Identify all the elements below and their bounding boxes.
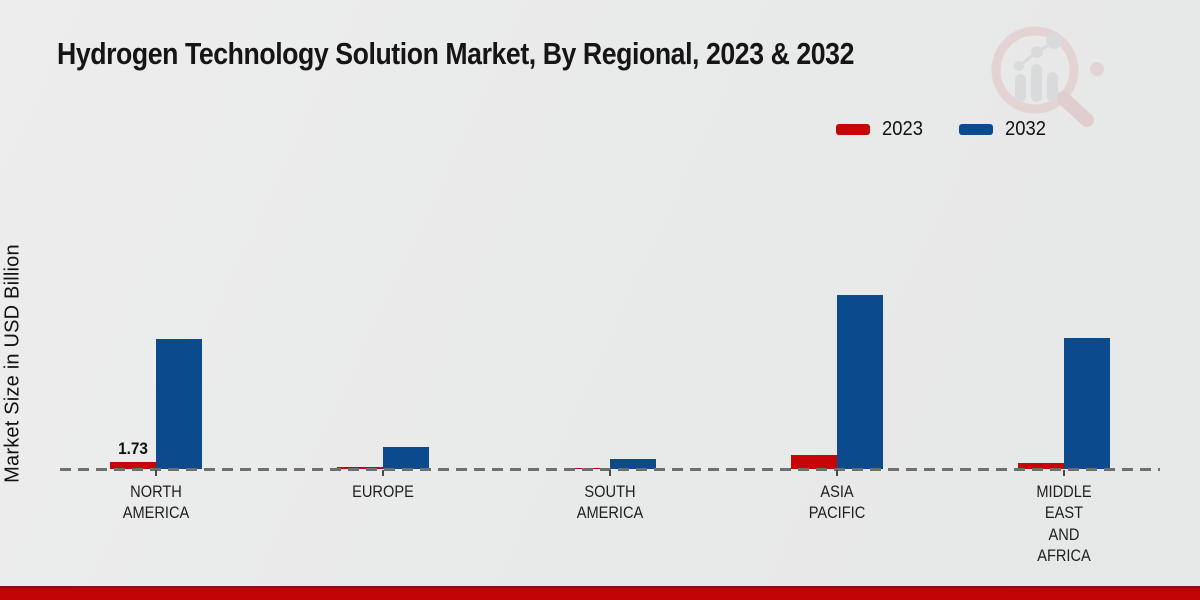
legend-item-2023: 2023	[836, 118, 927, 141]
axis-tick	[382, 470, 385, 476]
bar-2023-middle-east-and-africa	[1018, 463, 1065, 469]
bar-2023-north-america	[110, 462, 156, 469]
legend-swatch-2023	[836, 124, 870, 135]
bar-value-label: 1.73	[118, 439, 148, 458]
bar-2032-north-america	[156, 339, 202, 469]
category-label-middle-east-and-africa: MIDDLE EAST AND AFRICA	[1036, 482, 1093, 565]
legend-swatch-2032	[958, 124, 993, 135]
legend-item-2032: 2032	[958, 118, 1050, 141]
axis-tick	[836, 470, 839, 476]
axis-tick	[609, 470, 612, 476]
bar-2023-asia-pacific	[791, 455, 838, 469]
footer-stripe	[0, 586, 1200, 600]
category-label-north-america: NORTH AMERICA	[122, 482, 190, 523]
bar-2032-middle-east-and-africa	[1064, 338, 1111, 469]
legend-label-2032: 2032	[1004, 118, 1046, 140]
category-label-europe: EUROPE	[352, 482, 414, 501]
x-axis-baseline	[60, 468, 1160, 471]
legend: 2023 2032	[836, 118, 1049, 141]
legend-label-2023: 2023	[882, 118, 923, 140]
axis-tick	[155, 470, 157, 476]
chart-title: Hydrogen Technology Solution Market, By …	[57, 36, 854, 71]
axis-tick	[1063, 470, 1066, 476]
bar-2032-europe	[383, 447, 430, 469]
bar-2032-south-america	[610, 459, 657, 469]
category-label-south-america: SOUTH AMERICA	[576, 482, 644, 523]
bar-2032-asia-pacific	[837, 295, 884, 469]
category-label-asia-pacific: ASIA PACIFIC	[808, 482, 866, 523]
